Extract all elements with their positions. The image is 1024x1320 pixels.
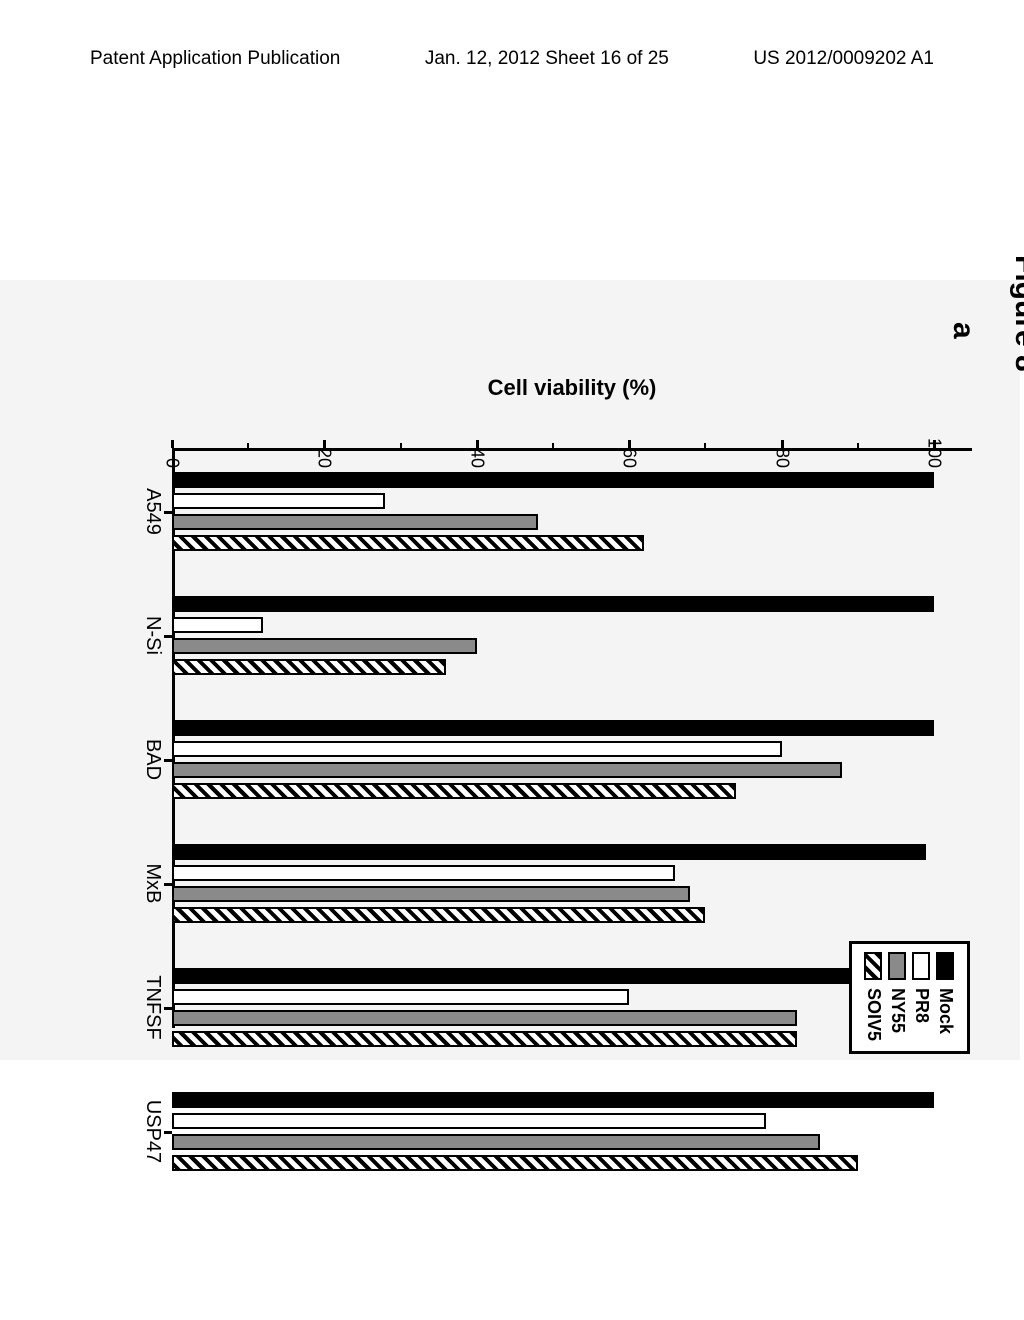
bar-usp47-pr8 <box>172 1113 766 1129</box>
y-axis <box>172 448 972 451</box>
y-tick <box>171 440 174 448</box>
x-label-n-si: N-Si <box>141 616 164 655</box>
bar-n-si-ny55 <box>172 638 477 654</box>
bar-bad-mock <box>172 720 934 736</box>
x-label-bad: BAD <box>141 739 164 780</box>
x-label-a549: A549 <box>141 488 164 535</box>
bar-bad-soiv5 <box>172 783 736 799</box>
legend-label: Mock <box>935 988 956 1034</box>
legend-swatch-icon <box>889 952 907 980</box>
legend-label: NY55 <box>887 988 908 1033</box>
x-tick <box>164 1131 172 1134</box>
y-tick-label: 100 <box>923 438 944 468</box>
y-tick <box>628 440 631 448</box>
x-tick <box>164 635 172 638</box>
x-tick <box>164 511 172 514</box>
bar-n-si-mock <box>172 596 934 612</box>
y-tick-minor <box>552 443 554 448</box>
bar-a549-mock <box>172 472 934 488</box>
y-axis-title: Cell viability (%) <box>488 375 657 401</box>
x-label-tnfsf: TNFSF <box>141 975 164 1039</box>
x-tick <box>164 1007 172 1010</box>
x-tick <box>164 883 172 886</box>
legend-swatch-icon <box>913 952 931 980</box>
bar-tnfsf-soiv5 <box>172 1031 797 1047</box>
y-tick-label: 80 <box>771 448 792 468</box>
bar-tnfsf-ny55 <box>172 1010 797 1026</box>
bar-a549-pr8 <box>172 493 385 509</box>
y-tick <box>323 440 326 448</box>
legend-item-soiv5: SOIV5 <box>863 952 884 1041</box>
legend-item-mock: Mock <box>935 952 956 1041</box>
bar-usp47-mock <box>172 1092 934 1108</box>
bar-mxb-soiv5 <box>172 907 705 923</box>
bar-mxb-mock <box>172 844 926 860</box>
header-right: US 2012/0009202 A1 <box>753 48 934 70</box>
bar-a549-ny55 <box>172 514 538 530</box>
panel-label: a <box>946 322 980 339</box>
legend-swatch-icon <box>865 952 883 980</box>
bar-a549-soiv5 <box>172 535 644 551</box>
bar-bad-pr8 <box>172 741 782 757</box>
y-tick-label: 60 <box>619 448 640 468</box>
legend-item-pr8: PR8 <box>911 952 932 1041</box>
x-label-usp47: USP47 <box>141 1100 164 1163</box>
bar-mxb-pr8 <box>172 865 675 881</box>
chart-container: Figure 8 a Cell viability (%) 0204060801… <box>0 280 1020 1060</box>
legend-label: SOIV5 <box>863 988 884 1041</box>
x-label-mxb: MxB <box>141 864 164 904</box>
y-tick-label: 0 <box>162 458 183 468</box>
bar-n-si-pr8 <box>172 617 263 633</box>
y-tick-minor <box>704 443 706 448</box>
header-left: Patent Application Publication <box>90 48 340 70</box>
y-tick-minor <box>400 443 402 448</box>
y-tick-label: 40 <box>466 448 487 468</box>
y-tick <box>781 440 784 448</box>
legend-item-ny55: NY55 <box>887 952 908 1041</box>
figure-title: Figure 8 <box>1008 255 1024 372</box>
legend: Mock PR8 NY55 SOIV5 <box>849 941 970 1054</box>
y-tick-label: 20 <box>314 448 335 468</box>
legend-label: PR8 <box>911 988 932 1023</box>
bar-tnfsf-pr8 <box>172 989 629 1005</box>
bar-mxb-ny55 <box>172 886 690 902</box>
page-header: Patent Application Publication Jan. 12, … <box>0 48 1024 70</box>
bar-n-si-soiv5 <box>172 659 446 675</box>
bar-usp47-ny55 <box>172 1134 820 1150</box>
y-tick-minor <box>247 443 249 448</box>
y-tick-minor <box>857 443 859 448</box>
bar-tnfsf-mock <box>172 968 934 984</box>
header-center: Jan. 12, 2012 Sheet 16 of 25 <box>425 48 669 70</box>
y-tick <box>476 440 479 448</box>
bar-usp47-soiv5 <box>172 1155 858 1171</box>
bar-bad-ny55 <box>172 762 842 778</box>
legend-swatch-icon <box>937 952 955 980</box>
x-tick <box>164 759 172 762</box>
